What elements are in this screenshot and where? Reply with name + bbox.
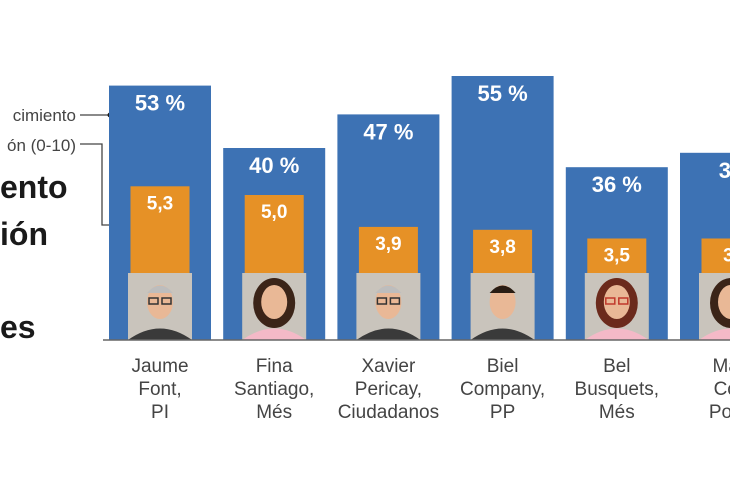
category-label-4-2: Més: [599, 402, 635, 423]
photo-glasses-right-4: [618, 297, 629, 305]
category-label-3-2: PP: [490, 402, 515, 423]
legend: cimiento ón (0-10): [7, 106, 136, 228]
rating-value-label-2: 3,9: [375, 234, 401, 255]
known-value-label-3: 55 %: [478, 81, 528, 106]
title-fragment-3: es: [0, 309, 36, 345]
photo-glasses-right-0: [161, 297, 172, 305]
category-label-2-0: Xavier: [361, 356, 416, 377]
category-label-1-0: Fina: [256, 356, 293, 377]
candidate-group: [109, 85, 211, 340]
category-label-3-0: Biel: [487, 356, 519, 377]
photo-shoulders-3: [470, 328, 535, 340]
rating-value-label-1: 5,0: [261, 202, 287, 223]
title: ento ión es: [0, 169, 68, 345]
photo-glasses-left-2: [376, 297, 388, 305]
known-value-label-4: 36 %: [592, 172, 642, 197]
photo-glasses-right-2: [389, 297, 401, 305]
title-fragment-2: ión: [0, 216, 48, 252]
category-label-5-0: Mae: [713, 356, 730, 377]
candidate-group: [223, 148, 326, 340]
photo-face-0: [147, 285, 173, 319]
category-label-5-1: Con: [714, 379, 730, 400]
photo-glasses-left-0: [148, 297, 159, 305]
rating-value-label-3: 3,8: [489, 237, 515, 258]
photo-face-5: [718, 285, 730, 319]
candidate-group: [565, 167, 668, 340]
candidate-group: [451, 76, 554, 340]
category-label-0-0: Jaume: [131, 356, 188, 377]
legend-rating-label: ón (0-10): [7, 136, 76, 155]
photo-shoulders-5: [699, 328, 730, 340]
photo-hair-0: [147, 285, 173, 293]
category-label-4-0: Bel: [603, 356, 630, 377]
photo-hair-3: [489, 285, 516, 293]
photo-shoulders-4: [584, 328, 649, 340]
known-value-label-1: 40 %: [249, 153, 299, 178]
photo-glasses-left-4: [605, 297, 616, 305]
rating-value-label-0: 5,3: [147, 193, 173, 214]
category-label-1-1: Santiago,: [234, 379, 314, 400]
category-label-2-1: Pericay,: [355, 379, 422, 400]
known-value-label-0: 53 %: [135, 91, 185, 116]
candidate-group: [337, 114, 440, 341]
photo-face-4: [603, 285, 630, 319]
photo-hair-2: [375, 285, 402, 293]
photo-face-3: [489, 285, 516, 319]
category-label-0-1: Font,: [138, 379, 181, 400]
category-label-4-1: Busquets,: [575, 379, 660, 400]
rating-value-label-5: 3,: [723, 246, 730, 267]
photo-face-1: [261, 285, 288, 319]
category-label-0-2: PI: [151, 402, 169, 423]
legend-known-label: cimiento: [13, 106, 76, 125]
category-label-5-2: Pode: [709, 402, 730, 423]
candidate-group: [680, 152, 730, 340]
photo-shoulders-1: [242, 328, 307, 340]
known-value-label-5: 39: [719, 158, 730, 183]
photo-shoulders-0: [128, 328, 192, 340]
title-fragment-1: ento: [0, 169, 68, 205]
photo-shoulders-2: [356, 328, 421, 340]
known-value-label-2: 47 %: [363, 119, 413, 144]
rating-value-label-4: 3,5: [604, 246, 631, 267]
category-label-1-2: Més: [256, 402, 292, 423]
photo-face-2: [375, 285, 402, 319]
bars-layer: [109, 76, 730, 341]
category-label-2-2: Ciudadanos: [338, 402, 439, 423]
category-label-3-1: Company,: [460, 379, 545, 400]
